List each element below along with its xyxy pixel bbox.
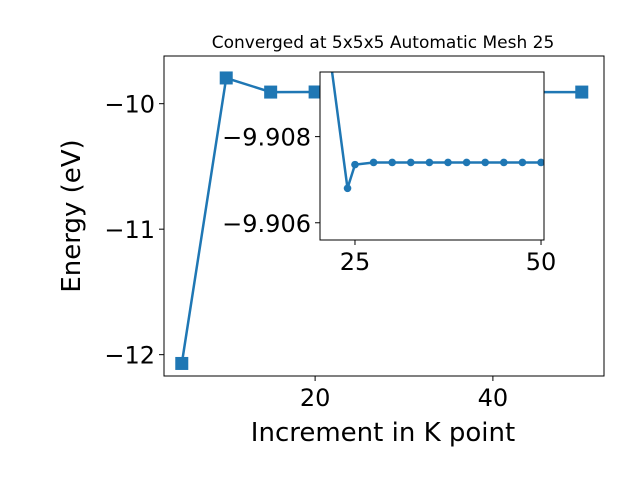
main-data-point — [264, 85, 278, 99]
inset-x-tick-label: 50 — [526, 248, 557, 276]
inset-chart: 25 50 −9.908 −9.906 — [222, 71, 556, 276]
inset-data-point — [481, 158, 490, 167]
main-axis-ticks: 20 40 −12 −11 −10 — [104, 91, 508, 412]
main-x-tick-label: 40 — [478, 384, 509, 412]
main-x-tick-label: 20 — [300, 384, 331, 412]
x-axis-label: Increment in K point — [251, 418, 515, 448]
inset-data-point — [406, 158, 415, 167]
main-y-tick-label: −12 — [104, 342, 155, 370]
inset-series — [330, 72, 544, 193]
inset-data-point — [537, 158, 544, 167]
inset-data-point — [518, 158, 527, 167]
main-y-tick-label: −10 — [104, 91, 155, 119]
y-axis-label: Energy (eV) — [57, 139, 87, 292]
inset-data-point — [351, 160, 359, 169]
inset-data-point — [369, 158, 378, 167]
main-plot-frame — [163, 55, 605, 377]
inset-plot-background — [320, 72, 544, 240]
main-data-point — [219, 71, 233, 85]
main-data-point — [308, 85, 322, 99]
main-chart: Converged at 5x5x5 Automatic Mesh 25 20 4… — [57, 33, 605, 448]
main-data-point — [575, 85, 589, 99]
inset-x-tick-label: 25 — [340, 248, 371, 276]
inset-data-point — [343, 184, 352, 193]
inset-series-group — [330, 72, 544, 193]
main-data-point — [175, 356, 189, 370]
inset-data-point — [444, 158, 452, 167]
inset-data-point — [462, 158, 471, 167]
inset-data-point — [388, 158, 396, 167]
inset-data-point — [500, 158, 508, 167]
inset-axis-ticks: 25 50 −9.908 −9.906 — [222, 124, 556, 276]
inset-data-point — [425, 158, 434, 167]
inset-y-tick-label: −9.906 — [222, 210, 311, 238]
inset-plot-frame — [319, 71, 545, 241]
main-y-tick-label: −11 — [104, 216, 155, 244]
inset-y-tick-label: −9.908 — [222, 124, 311, 152]
chart-title: Converged at 5x5x5 Automatic Mesh 25 — [212, 33, 555, 53]
